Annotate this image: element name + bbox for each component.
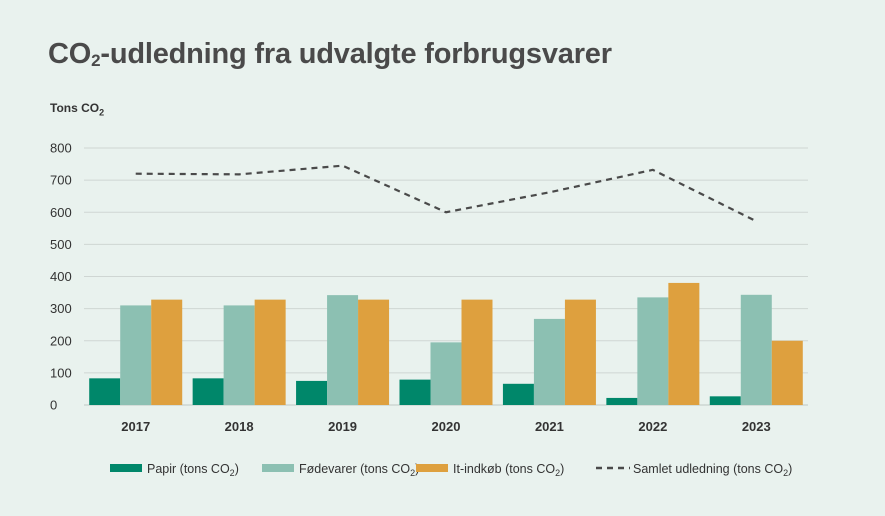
x-tick-label-2018: 2018 [225, 419, 254, 434]
y-axis-unit-label: Tons CO2 [50, 101, 105, 118]
y-tick-label-300: 300 [50, 301, 72, 316]
bar-it-indkøb-2017 [151, 299, 183, 405]
bar-fødevarer-2018 [223, 305, 255, 405]
bar-it-indkøb-2023 [771, 340, 803, 405]
legend-swatch-0 [110, 464, 142, 472]
y-tick-label-0: 0 [50, 398, 57, 413]
bar-it-indkøb-2018 [254, 299, 286, 405]
legend-label-0: Papir (tons CO2) [147, 462, 239, 478]
y-tick-label-700: 700 [50, 173, 72, 188]
bar-papir-2018 [192, 378, 224, 405]
bar-it-indkøb-2019 [358, 299, 390, 405]
x-tick-label-2021: 2021 [535, 419, 564, 434]
x-tick-label-2022: 2022 [638, 419, 667, 434]
legend-label-2: It-indkøb (tons CO2) [453, 462, 564, 478]
chart-title: CO2-udledning fra udvalgte forbrugsvarer [48, 38, 612, 70]
x-tick-label-2019: 2019 [328, 419, 357, 434]
bar-fødevarer-2023 [740, 294, 772, 405]
bar-it-indkøb-2020 [461, 299, 493, 405]
bar-fødevarer-2021 [533, 318, 565, 405]
bar-papir-2020 [399, 379, 431, 405]
line-samlet-udledning [135, 164, 757, 223]
bar-papir-2021 [502, 383, 534, 405]
y-tick-label-400: 400 [50, 269, 72, 284]
bar-papir-2022 [606, 397, 638, 405]
y-tick-label-100: 100 [50, 365, 72, 380]
bar-fødevarer-2017 [120, 305, 152, 405]
bar-papir-2023 [709, 396, 741, 405]
legend-swatch-1 [262, 464, 294, 472]
bar-it-indkøb-2022 [668, 282, 700, 405]
x-tick-label-2020: 2020 [432, 419, 461, 434]
bar-papir-2017 [89, 378, 121, 405]
y-tick-label-600: 600 [50, 205, 72, 220]
bar-it-indkøb-2021 [564, 299, 596, 405]
y-tick-label-200: 200 [50, 333, 72, 348]
bar-papir-2019 [296, 380, 328, 405]
bar-fødevarer-2019 [327, 295, 359, 405]
legend-label-1: Fødevarer (tons CO2) [299, 462, 419, 478]
y-tick-label-500: 500 [50, 237, 72, 252]
x-tick-label-2017: 2017 [121, 419, 150, 434]
x-tick-label-2023: 2023 [742, 419, 771, 434]
legend-swatch-2 [416, 464, 448, 472]
y-tick-label-800: 800 [50, 141, 72, 156]
legend-label-3: Samlet udledning (tons CO2) [633, 462, 792, 478]
bar-fødevarer-2022 [637, 297, 669, 405]
bar-fødevarer-2020 [430, 342, 462, 405]
